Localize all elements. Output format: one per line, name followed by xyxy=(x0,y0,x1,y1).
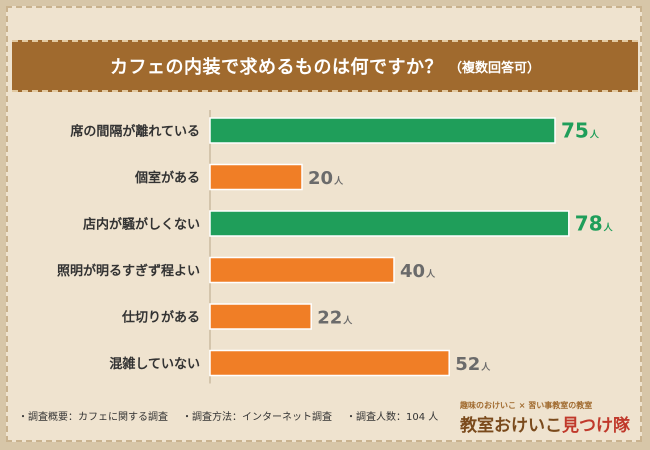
category-label: 仕切りがある xyxy=(121,310,200,326)
bar xyxy=(209,349,450,377)
logo-name: 教室おけいこ見つけ隊 xyxy=(460,411,640,436)
bar xyxy=(209,210,570,237)
brand-logo: 趣味のおけいこ × 習い事教室の教室 教室おけいこ見つけ隊 xyxy=(460,400,640,440)
survey-summary: ・調査概要：カフェに関する調査 xyxy=(18,412,168,423)
category-label: 照明が明るすぎず程よい xyxy=(57,263,200,279)
chart-subtitle: （複数回答可） xyxy=(448,60,540,76)
title-banner: カフェの内装で求めるものは何ですか？ （複数回答可） xyxy=(12,40,638,92)
logo-name-part1: 教室おけいこ xyxy=(460,416,562,436)
survey-method: ・調査方法：インターネット調査 xyxy=(182,412,332,423)
bar xyxy=(209,163,303,191)
value-label: 52人 xyxy=(455,354,491,375)
value-label: 40人 xyxy=(400,261,436,282)
category-label: 店内が騒がしくない xyxy=(83,217,200,233)
value-label: 20人 xyxy=(308,168,344,189)
survey-footnote: ・調査概要：カフェに関する調査 ・調査方法：インターネット調査 ・調査人数：10… xyxy=(18,408,438,423)
category-label: 混雑していない xyxy=(109,356,200,372)
category-label: 席の間隔が離れている xyxy=(70,124,200,140)
bar xyxy=(209,117,556,144)
logo-tagline: 趣味のおけいこ × 習い事教室の教室 xyxy=(460,401,593,410)
value-label: 22人 xyxy=(317,308,353,329)
bar xyxy=(209,303,312,330)
category-label: 個室がある xyxy=(134,170,200,186)
logo-name-part2: 見つけ隊 xyxy=(562,416,630,436)
bar xyxy=(209,256,395,284)
chart-title: カフェの内装で求めるものは何ですか？ xyxy=(109,57,443,78)
value-label: 78人 xyxy=(575,212,614,236)
value-label: 75人 xyxy=(561,119,600,143)
survey-count: ・調査人数：104 人 xyxy=(346,412,439,423)
